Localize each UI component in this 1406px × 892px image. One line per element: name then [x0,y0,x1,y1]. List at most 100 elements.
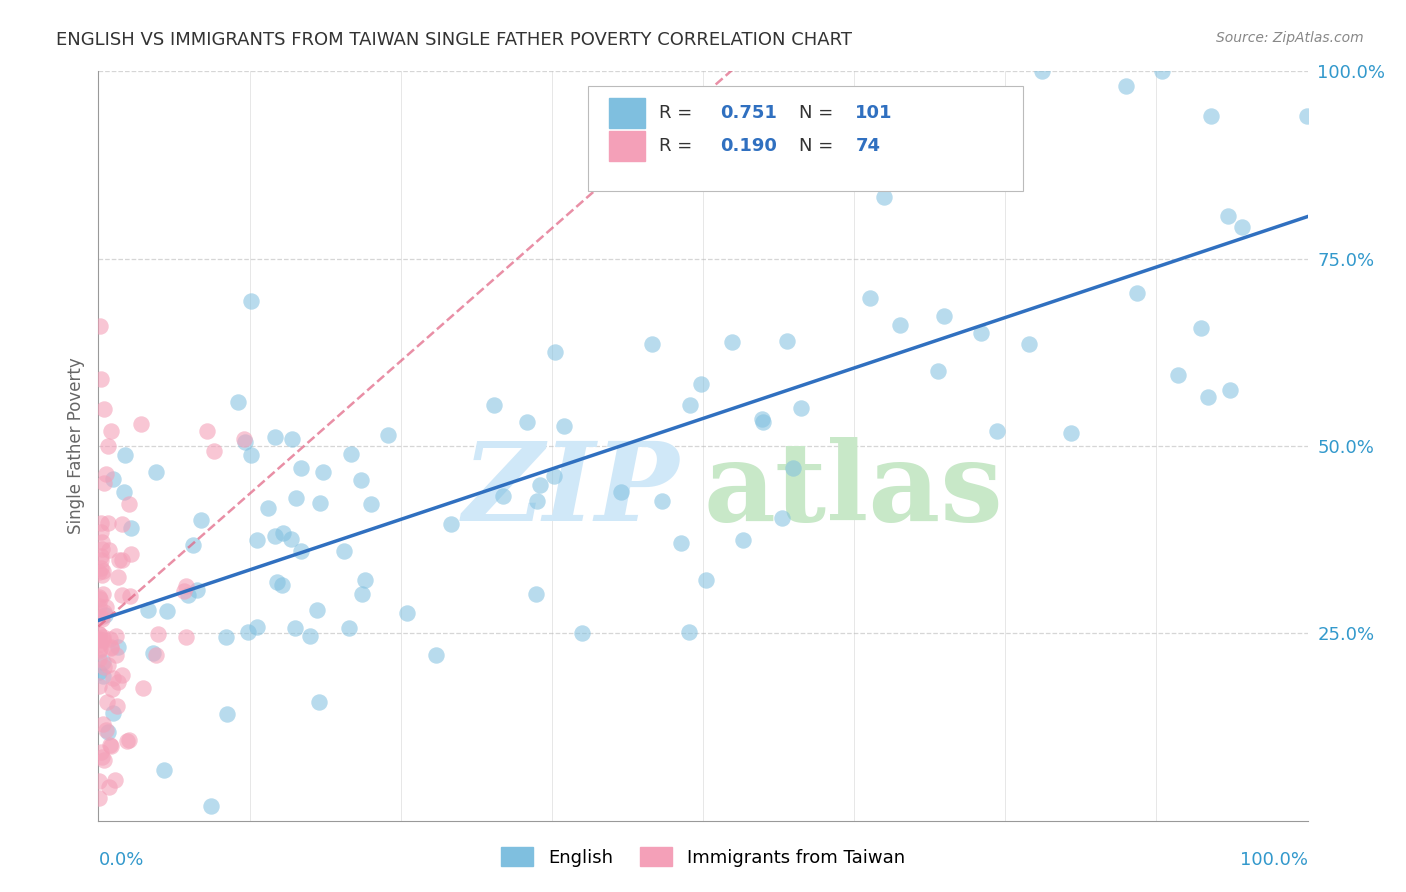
Point [152,763,174,777]
Point [174,630,197,644]
Point [98,738,121,752]
Point [93,564,115,578]
Point [87,644,110,658]
Point [235,435,257,450]
Point [350,587,373,601]
Point [340,448,363,462]
Point [94,600,117,615]
Point [90,553,112,567]
Point [90,525,112,540]
Point [440,516,463,531]
Point [872,189,894,203]
Text: 101: 101 [855,103,893,121]
Point [93,401,115,416]
Point [87,774,110,789]
Point [266,575,288,590]
Point [93,659,115,673]
Point [94,723,117,737]
Point [91,633,114,648]
Text: 100.0%: 100.0% [1240,851,1308,869]
Point [156,604,179,618]
Point [100,682,122,697]
Point [690,377,713,392]
Point [97,542,120,557]
Point [90,745,112,759]
Point [107,640,129,654]
Point [610,485,633,500]
Point [215,707,238,722]
Point [678,624,700,639]
Point [93,753,115,767]
Point [87,791,110,805]
Point [114,448,136,462]
Point [104,772,127,787]
Legend: English, Immigrants from Taiwan: English, Immigrants from Taiwan [494,840,912,874]
Point [669,536,692,550]
Point [90,516,112,530]
Point [215,630,238,644]
Point [298,629,321,643]
Text: 0.190: 0.190 [720,137,776,155]
Text: Source: ZipAtlas.com: Source: ZipAtlas.com [1216,31,1364,45]
Point [354,574,377,588]
Point [695,574,717,588]
Point [571,625,593,640]
Point [87,590,110,604]
Point [526,493,548,508]
Text: R =: R = [659,103,699,121]
Point [986,424,1008,438]
Point [97,724,120,739]
Point [101,671,124,685]
Point [970,326,993,340]
Point [136,603,159,617]
Point [89,592,111,607]
Point [284,621,307,635]
Point [1115,79,1137,94]
Point [97,658,120,673]
Point [239,448,262,462]
Point [733,533,755,547]
Point [280,532,302,546]
Point [97,516,120,530]
Point [859,291,882,305]
Point [96,694,118,708]
Point [108,553,131,567]
Point [529,478,551,492]
Point [553,418,575,433]
Point [246,620,269,634]
Point [94,467,117,481]
Point [115,734,138,748]
Point [87,626,110,640]
Point [789,401,811,415]
Point [360,497,382,511]
Point [190,512,212,526]
FancyBboxPatch shape [609,97,645,128]
Point [89,642,111,657]
Point [232,432,254,446]
Point [89,627,111,641]
Point [90,541,112,556]
Point [89,637,111,651]
Text: 0.751: 0.751 [720,103,776,121]
Point [228,395,250,409]
Point [271,578,294,592]
Point [91,750,114,764]
Point [90,549,112,564]
Point [246,533,269,547]
Point [350,473,373,487]
Point [264,430,287,444]
Point [100,640,122,654]
Point [640,337,662,351]
Point [524,587,547,601]
Point [111,517,134,532]
Point [111,667,134,681]
Text: ENGLISH VS IMMIGRANTS FROM TAIWAN SINGLE FATHER POVERTY CORRELATION CHART: ENGLISH VS IMMIGRANTS FROM TAIWAN SINGLE… [56,31,852,49]
Point [105,699,128,714]
Point [1230,219,1253,234]
Point [146,627,169,641]
Point [87,633,110,648]
Point [118,498,141,512]
Point [1152,64,1174,78]
Point [337,620,360,634]
Point [145,648,167,662]
